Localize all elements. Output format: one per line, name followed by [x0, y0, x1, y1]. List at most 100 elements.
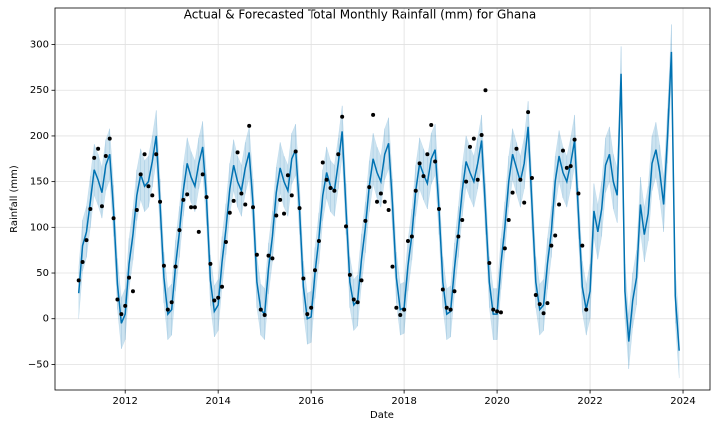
actual-point	[378, 191, 383, 196]
actual-point	[394, 305, 399, 310]
actual-point	[266, 253, 271, 258]
actual-point	[417, 161, 422, 166]
y-tick-label: 50	[36, 268, 49, 279]
x-tick-label: 2014	[205, 396, 230, 407]
actual-point	[402, 307, 407, 312]
actual-point	[340, 114, 345, 119]
actual-point	[305, 312, 310, 317]
actual-point	[336, 152, 341, 157]
actual-point	[328, 186, 333, 191]
x-tick-label: 2018	[391, 396, 416, 407]
actual-point	[146, 184, 151, 189]
actual-point	[185, 192, 190, 197]
actual-point	[537, 302, 542, 307]
actual-point	[584, 307, 589, 312]
actual-point	[189, 205, 194, 210]
actual-point	[251, 205, 256, 210]
actual-point	[99, 204, 104, 209]
actual-point	[181, 197, 186, 202]
actual-point	[495, 309, 500, 314]
x-tick-label: 2022	[577, 396, 602, 407]
actual-point	[560, 148, 565, 153]
y-tick-label: 100	[30, 222, 49, 233]
actual-point	[173, 264, 178, 269]
actual-point	[541, 311, 546, 316]
actual-point	[111, 216, 116, 221]
actual-point	[220, 284, 225, 289]
y-tick-label: 300	[30, 40, 49, 51]
actual-point	[278, 197, 283, 202]
actual-point	[506, 218, 511, 223]
actual-point	[320, 160, 325, 165]
actual-point	[580, 243, 585, 248]
actual-point	[347, 272, 352, 277]
actual-point	[398, 313, 403, 318]
actual-point	[502, 246, 507, 251]
actual-point	[440, 287, 445, 292]
actual-point	[301, 276, 306, 281]
actual-point	[533, 292, 538, 297]
actual-point	[460, 218, 465, 223]
actual-point	[514, 146, 519, 151]
actual-point	[216, 295, 221, 300]
actual-point	[80, 260, 85, 265]
y-axis-label: Rainfall (mm)	[9, 165, 20, 233]
actual-point	[123, 303, 128, 308]
actual-point	[375, 199, 380, 204]
actual-point	[297, 206, 302, 211]
y-tick-label: 250	[30, 85, 49, 96]
actual-point	[344, 224, 349, 229]
x-axis-label: Date	[370, 410, 394, 421]
y-tick-label: 150	[30, 177, 49, 188]
actual-point	[309, 305, 314, 310]
actual-point	[158, 199, 163, 204]
actual-point	[475, 177, 480, 182]
actual-point	[289, 193, 294, 198]
actual-point	[127, 275, 132, 280]
actual-point	[386, 207, 391, 212]
actual-point	[471, 136, 476, 141]
actual-point	[483, 88, 488, 93]
actual-point	[212, 298, 217, 303]
actual-point	[142, 152, 147, 157]
actual-point	[382, 199, 387, 204]
actual-point	[192, 205, 197, 210]
actual-point	[150, 193, 155, 198]
actual-point	[425, 152, 430, 157]
actual-point	[433, 159, 438, 164]
actual-point	[227, 210, 232, 215]
actual-point	[274, 213, 279, 218]
actual-point	[367, 185, 372, 190]
actual-point	[498, 310, 503, 315]
actual-point	[262, 313, 267, 318]
actual-point	[413, 188, 418, 193]
actual-point	[332, 188, 337, 193]
actual-point	[282, 211, 287, 216]
x-tick-label: 2016	[298, 396, 323, 407]
actual-point	[239, 191, 244, 196]
actual-point	[208, 261, 213, 266]
actual-point	[231, 198, 236, 203]
actual-point	[88, 207, 93, 212]
actual-point	[522, 200, 527, 205]
y-tick-label: 0	[43, 314, 49, 325]
actual-point	[154, 152, 159, 157]
actual-point	[359, 278, 364, 283]
actual-point	[243, 202, 248, 207]
actual-point	[510, 190, 515, 195]
actual-point	[293, 149, 298, 154]
actual-point	[549, 243, 554, 248]
y-tick-label: 200	[30, 131, 49, 142]
x-tick-label: 2024	[670, 396, 695, 407]
actual-point	[390, 264, 395, 269]
actual-point	[487, 260, 492, 265]
actual-point	[557, 202, 562, 207]
actual-point	[247, 123, 252, 128]
actual-point	[405, 239, 410, 244]
actual-point	[177, 228, 182, 233]
actual-point	[448, 307, 453, 312]
actual-point	[421, 174, 426, 179]
actual-point	[200, 172, 205, 177]
